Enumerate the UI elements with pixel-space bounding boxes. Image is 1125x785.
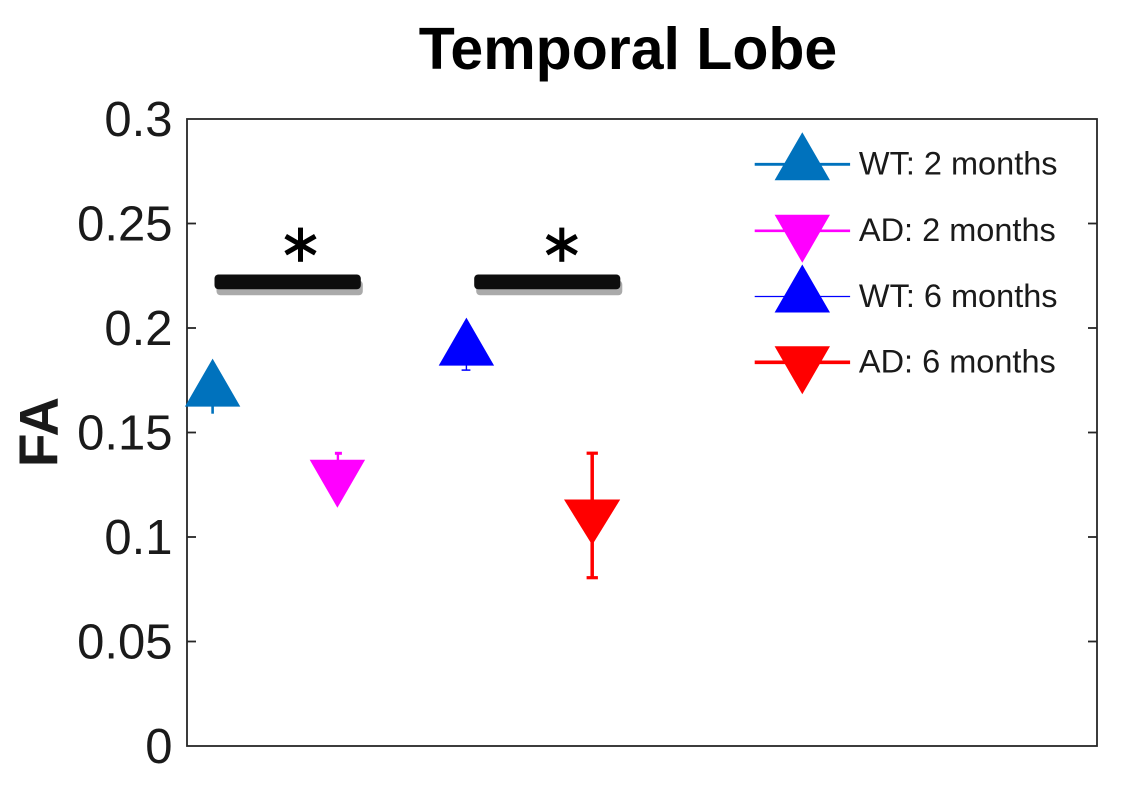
svg-text:0.2: 0.2	[104, 302, 172, 356]
svg-text:0.05: 0.05	[77, 616, 172, 670]
svg-text:WT: 2 months: WT: 2 months	[859, 145, 1058, 181]
svg-text:AD: 2 months: AD: 2 months	[859, 212, 1056, 248]
svg-text:AD: 6 months: AD: 6 months	[859, 344, 1056, 380]
svg-text:0.3: 0.3	[104, 93, 172, 147]
svg-text:Temporal Lobe: Temporal Lobe	[419, 16, 838, 82]
svg-text:0.15: 0.15	[77, 407, 172, 461]
svg-text:0.25: 0.25	[77, 198, 172, 252]
svg-text:FA: FA	[8, 397, 70, 467]
svg-text:0.1: 0.1	[104, 511, 172, 565]
svg-text:WT: 6 months: WT: 6 months	[859, 278, 1058, 314]
svg-text:0: 0	[145, 720, 172, 774]
